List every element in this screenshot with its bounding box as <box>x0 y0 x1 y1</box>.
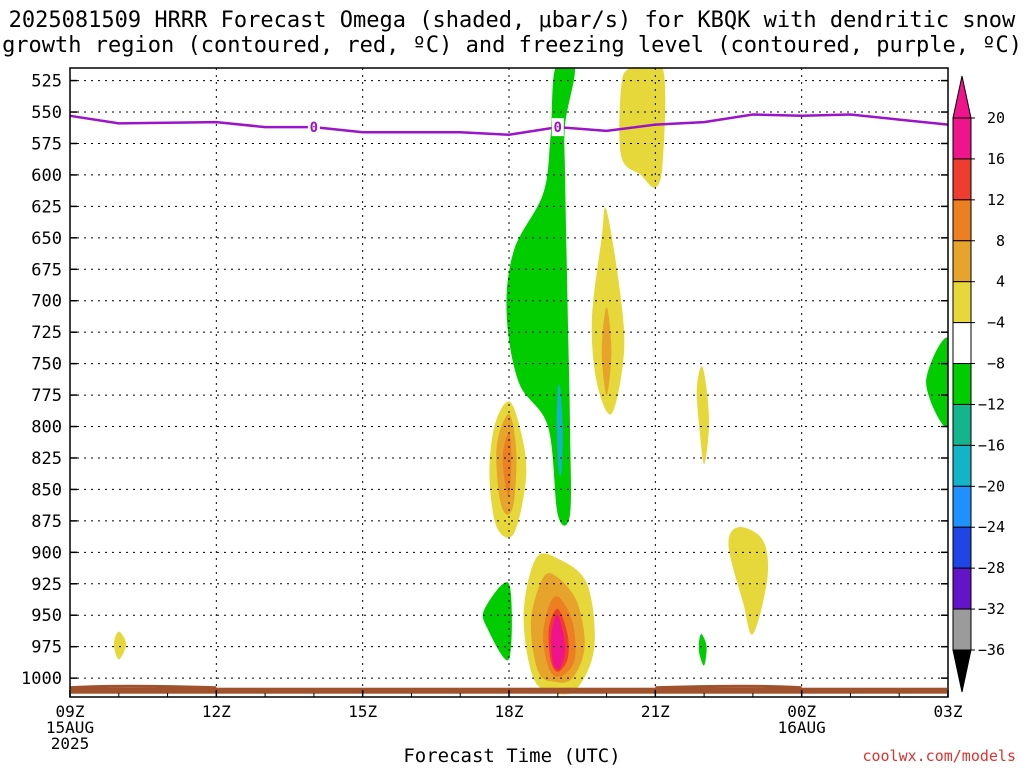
colorbar-segment <box>952 403 972 446</box>
x-tick-label: 09Z <box>56 702 85 721</box>
colorbar-label: −8 <box>987 355 1005 373</box>
colorbar-label: −32 <box>978 600 1005 618</box>
colorbar-segment <box>952 199 972 242</box>
colorbar-bottom-arrow <box>952 649 972 693</box>
y-tick-label: 900 <box>31 543 62 563</box>
colorbar-segment <box>952 526 972 569</box>
y-tick-label: 975 <box>31 638 62 658</box>
y-tick-label: 650 <box>31 229 62 249</box>
omega-contour <box>926 337 948 428</box>
omega-contour <box>619 68 666 188</box>
x-tick-label: 15Z <box>348 702 377 721</box>
colorbar-segment <box>952 240 972 283</box>
y-tick-label: 950 <box>31 606 62 626</box>
omega-contour <box>482 582 512 661</box>
ground-bumps <box>70 684 802 690</box>
y-tick-label: 750 <box>31 355 62 375</box>
y-tick-label: 1000 <box>21 669 62 689</box>
x-tick-label: 03Z <box>934 702 963 721</box>
colorbar-label: −12 <box>978 395 1005 413</box>
colorbar-label: 20 <box>987 109 1005 127</box>
colorbar-segment <box>952 485 972 528</box>
omega-contour <box>601 307 612 396</box>
y-tick-label: 725 <box>31 323 62 343</box>
y-tick-label: 825 <box>31 449 62 469</box>
omega-contour <box>556 384 563 477</box>
x-tick-label: 16AUG <box>778 718 826 737</box>
omega-features <box>70 68 948 695</box>
colorbar-label: 12 <box>987 191 1005 209</box>
y-axis: 525 550 575 600 625 650 675 700 725 750 775 800 825 8… <box>21 72 948 689</box>
y-tick-label: 800 <box>31 418 62 438</box>
omega-contour <box>698 633 707 666</box>
x-tick-label: 18Z <box>495 702 524 721</box>
x-tick-label: 15AUG <box>46 718 94 737</box>
omega-contour <box>591 207 625 415</box>
colorbar-top-arrow <box>952 75 972 119</box>
omega-contour <box>728 527 769 635</box>
omega-contour <box>502 432 512 497</box>
colorbar: 20 16 12 8 4 −4 −8 −12 −16 −20 −24 −28 −32 −36 <box>952 75 1005 693</box>
colorbar-label: 4 <box>996 273 1005 291</box>
colorbar-label: −16 <box>978 436 1005 454</box>
freezing-level-label: 0 <box>554 120 562 136</box>
y-tick-label: 875 <box>31 512 62 532</box>
y-tick-label: 700 <box>31 292 62 312</box>
colorbar-segment <box>952 322 972 365</box>
colorbar-segment <box>952 567 972 610</box>
colorbar-segment <box>952 281 972 324</box>
colorbar-segment <box>952 158 972 201</box>
chart-subtitle: growth region (contoured, red, ºC) and f… <box>2 33 1022 58</box>
y-tick-label: 775 <box>31 386 62 406</box>
y-tick-label: 600 <box>31 166 62 186</box>
colorbar-label: −24 <box>978 518 1005 536</box>
x-axis-label: Forecast Time (UTC) <box>403 745 621 767</box>
colorbar-segment <box>952 363 972 405</box>
colorbar-label: −28 <box>978 559 1005 577</box>
freezing-label-bg <box>551 118 564 137</box>
colorbar-label: −20 <box>978 477 1005 495</box>
omega-contour <box>113 631 127 660</box>
omega-contour <box>551 614 566 670</box>
x-tick-label: 2025 <box>51 734 90 753</box>
colorbar-label: 8 <box>996 232 1005 250</box>
y-tick-label: 525 <box>31 72 62 92</box>
chart-title: 2025081509 HRRR Forecast Omega (shaded, … <box>8 8 1016 33</box>
y-tick-label: 925 <box>31 575 62 595</box>
x-tick-label: 12Z <box>202 702 231 721</box>
colorbar-label: 16 <box>987 150 1005 168</box>
omega-contour <box>696 366 710 465</box>
colorbar-segment <box>952 444 972 487</box>
y-tick-label: 550 <box>31 103 62 123</box>
y-tick-label: 575 <box>31 134 62 154</box>
omega-shading <box>70 68 948 695</box>
colorbar-segment <box>952 117 972 160</box>
freezing-label-bg <box>307 118 320 137</box>
x-tick-label: 00Z <box>787 702 816 721</box>
colorbar-label: −36 <box>978 641 1005 659</box>
colorbar-segment <box>952 608 972 651</box>
freezing-level-label: 0 <box>310 120 318 136</box>
y-tick-label: 675 <box>31 260 62 280</box>
y-tick-label: 625 <box>31 197 62 217</box>
colorbar-label: −4 <box>987 314 1005 332</box>
credit-text: coolwx.com/models <box>862 747 1016 765</box>
x-tick-label: 21Z <box>641 702 670 721</box>
y-tick-label: 850 <box>31 480 62 500</box>
